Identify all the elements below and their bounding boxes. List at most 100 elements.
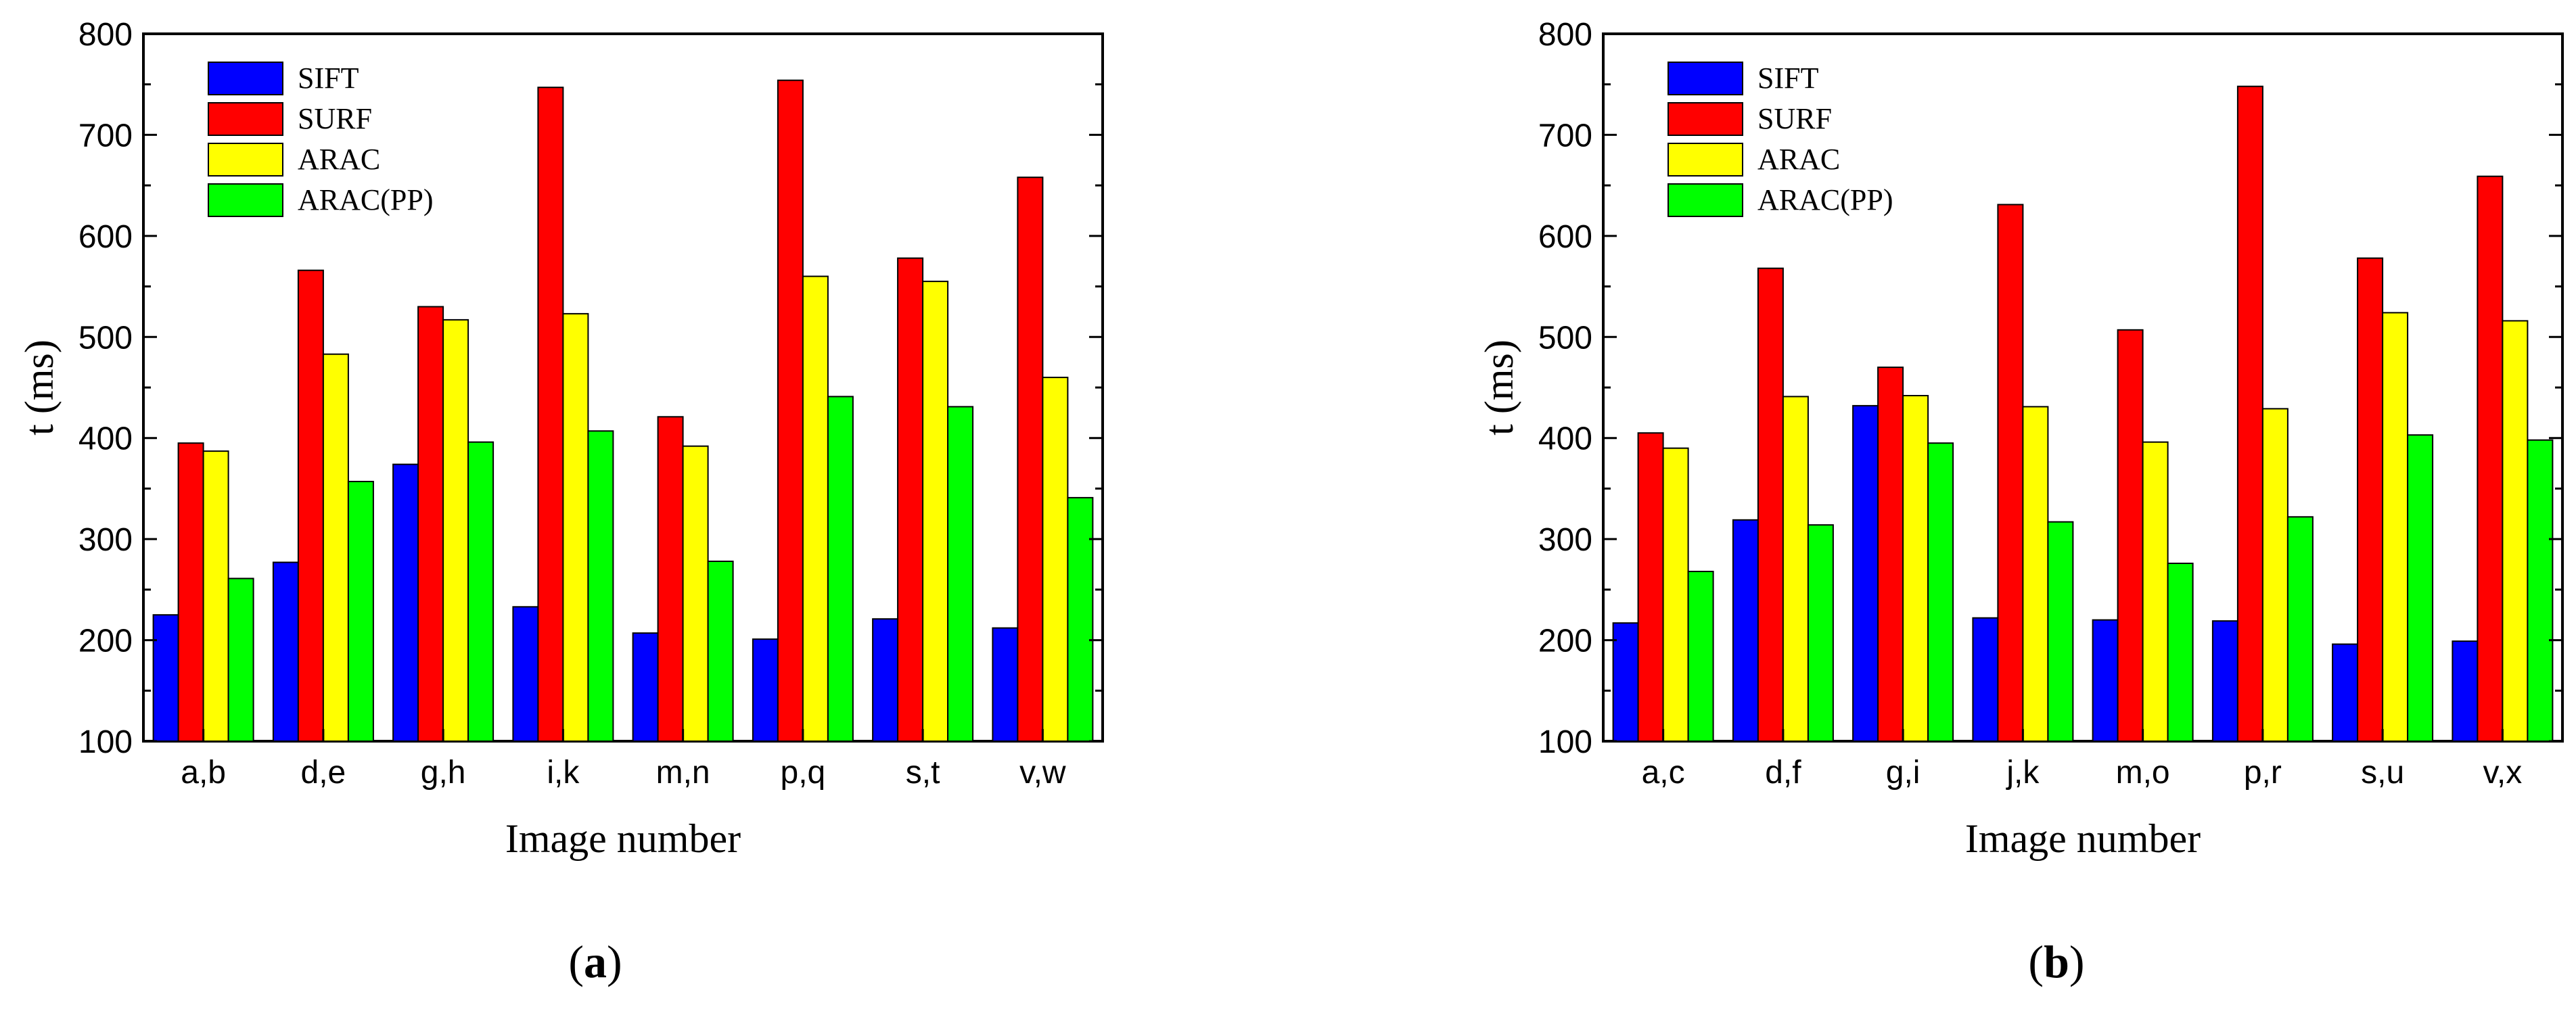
panel-label-b: (b) (2028, 936, 2084, 987)
legend-swatch-arac-pp (1668, 183, 1743, 217)
y-tick-label: 600 (1538, 219, 1592, 255)
bar-arac-g-h (442, 319, 469, 742)
bar-surf-d-f (1757, 267, 1784, 742)
bar-surf-g-h (417, 306, 444, 742)
bar-surf-d-e (297, 269, 324, 742)
y-tick-label: 700 (78, 118, 133, 154)
bar-arac-pp-v-x (2527, 439, 2554, 742)
bar-arac-pp-m-o (2167, 563, 2194, 742)
bar-arac-m-o (2142, 441, 2169, 742)
bar-arac-pp-j-k (2047, 521, 2074, 742)
legend-swatch-sift (208, 62, 283, 95)
bar-surf-v-w (1017, 177, 1044, 742)
bar-surf-a-b (177, 442, 204, 742)
legend-swatch-arac (208, 143, 283, 177)
legend-label-arac: ARAC (298, 143, 380, 176)
x-tick-label: d,e (301, 755, 346, 791)
bar-sift-i-k (512, 606, 539, 742)
y-tick-label: 200 (1538, 624, 1592, 659)
y-tick-label: 300 (78, 522, 133, 558)
y-tick-label: 300 (1538, 522, 1592, 558)
x-axis-label: Image number (1965, 816, 2201, 861)
y-tick-label: 800 (78, 17, 133, 53)
bar-arac-pp-s-u (2407, 434, 2434, 742)
bar-surf-i-k (537, 87, 564, 742)
bar-sift-d-f (1732, 519, 1759, 742)
bar-arac-pp-p-q (827, 396, 854, 743)
x-tick-label: p,r (2244, 755, 2282, 791)
x-tick-label: g,h (421, 755, 466, 791)
legend-label-surf: SURF (1757, 102, 1832, 135)
bar-surf-m-n (657, 416, 684, 742)
bar-sift-m-n (632, 632, 659, 742)
bar-sift-m-o (2092, 619, 2119, 743)
bar-arac-p-r (2261, 408, 2288, 743)
bar-sift-p-q (752, 638, 779, 742)
y-tick-label: 700 (1538, 118, 1592, 154)
bar-arac-pp-g-h (467, 441, 495, 742)
bar-surf-s-u (2357, 257, 2384, 742)
legend-label-sift: SIFT (1757, 62, 1819, 95)
bar-arac-j-k (2022, 406, 2049, 743)
bar-arac-pp-i-k (587, 430, 614, 742)
legend-label-arac: ARAC (1757, 143, 1840, 176)
y-ticks-group: 100 200 300 400 500 600 700 800 (1538, 17, 2562, 760)
bar-arac-pp-g-i (1927, 442, 1954, 742)
bar-arac-pp-d-f (1807, 524, 1834, 742)
legend-swatch-arac (1668, 143, 1743, 177)
bar-arac-v-x (2502, 320, 2529, 742)
bar-arac-a-b (202, 450, 229, 742)
panel-label-a: (a) (568, 936, 622, 987)
x-tick-label: v,w (1019, 755, 1066, 791)
x-tick-label: v,x (2483, 755, 2522, 791)
bar-arac-pp-a-c (1687, 571, 1714, 742)
x-tick-label: s,t (906, 755, 940, 791)
legend-label-arac-pp: ARAC(PP) (298, 183, 434, 216)
legend-swatch-arac-pp (208, 183, 283, 217)
y-ticks-group: 100 200 300 400 500 600 700 800 (78, 17, 1103, 760)
x-tick-label: a,b (181, 755, 226, 791)
x-axis-label: Image number (505, 816, 741, 861)
y-tick-label: 500 (78, 320, 133, 356)
x-tick-label: m,o (2116, 755, 2170, 791)
y-tick-label: 200 (78, 624, 133, 659)
y-tick-label: 400 (78, 421, 133, 457)
bar-arac-pp-d-e (347, 481, 374, 742)
y-axis-label: t (ms) (1477, 339, 1521, 436)
bar-sift-g-i (1852, 404, 1879, 743)
chart-panel-b: 100 200 300 400 500 600 700 800 a,c d,f g,i j,k m,o… (1477, 17, 2564, 987)
bar-surf-g-i (1877, 367, 1904, 742)
x-tick-label: a,c (1642, 755, 1685, 791)
bar-surf-p-r (2236, 85, 2263, 742)
legend-label-sift: SIFT (298, 62, 359, 95)
bar-arac-i-k (562, 312, 589, 742)
y-tick-label: 100 (1538, 724, 1592, 760)
panel-letter-b: b (2044, 936, 2069, 987)
legend: SIFT SURF ARAC ARAC(PP) (208, 62, 434, 217)
legend-label-surf: SURF (298, 102, 372, 135)
legend-label-arac-pp: ARAC(PP) (1757, 183, 1893, 216)
bar-arac-m-n (682, 445, 709, 742)
bar-surf-a-c (1637, 432, 1664, 742)
bar-sift-s-u (2332, 643, 2359, 742)
bar-arac-pp-s-t (947, 406, 974, 743)
x-tick-label: d,f (1765, 755, 1801, 791)
bar-surf-p-q (777, 79, 804, 742)
bar-sift-v-x (2452, 640, 2479, 742)
bar-arac-s-t (922, 281, 949, 743)
chart-panel-a: 100 200 300 400 500 600 700 800 a,b d,e g,h i,k m,n… (17, 17, 1104, 987)
bar-sift-p-r (2211, 620, 2238, 743)
bar-sift-j-k (1972, 617, 1999, 743)
bar-surf-m-o (2117, 329, 2144, 742)
y-tick-label: 800 (1538, 17, 1592, 53)
legend-swatch-surf (1668, 102, 1743, 136)
y-tick-label: 100 (78, 724, 133, 760)
bar-sift-a-c (1612, 622, 1639, 743)
bar-arac-pp-p-r (2286, 516, 2314, 742)
bar-arac-a-c (1662, 447, 1689, 742)
x-tick-label: s,u (2361, 755, 2404, 791)
bar-arac-s-u (2382, 312, 2409, 742)
bar-surf-v-x (2477, 175, 2504, 742)
bar-arac-pp-a-b (227, 578, 254, 743)
x-tick-label: i,k (547, 755, 580, 791)
